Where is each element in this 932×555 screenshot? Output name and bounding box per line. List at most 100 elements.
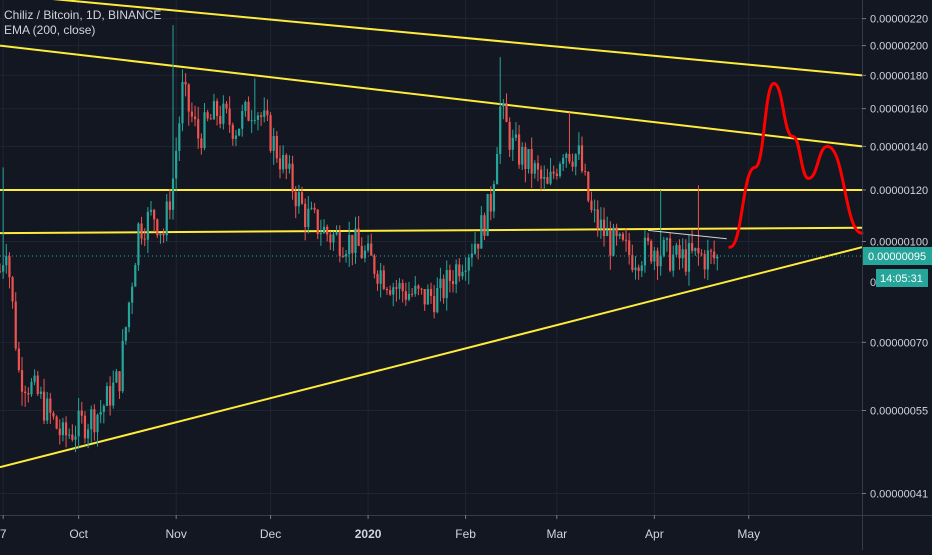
candle-up [511,137,514,150]
candle-up [77,410,80,437]
candle-up [332,234,335,243]
candle-up [237,128,241,136]
indicator-label[interactable]: EMA (200, close) [4,23,96,37]
candle-down [433,295,436,313]
candle-down [546,177,549,184]
candle-up [470,253,473,258]
candle-down [404,291,407,300]
candle-down [615,227,618,237]
candle-down [646,237,650,241]
candle-up [30,381,33,395]
candle-down [624,239,628,241]
candle-up [256,115,260,120]
candle-down [275,136,278,159]
candle-up [68,434,71,436]
candle-up [5,256,8,266]
candle-up [241,110,244,129]
projection-drawing [0,81,864,257]
trendline [0,44,863,148]
candle-down [285,155,288,169]
partially-hidden-price-label: 0. [870,277,879,289]
candle-up [212,101,216,120]
candle-down [621,233,625,240]
candle-down [0,271,2,273]
candle-down [489,194,492,212]
candle-up [549,171,552,184]
candle-down [266,110,269,116]
candle-down [631,254,634,271]
candle-up [675,245,678,255]
candle-down [691,243,694,251]
candle-down [206,112,209,119]
candle-down [351,234,354,254]
candle-down [423,289,426,305]
candle-down [411,293,414,295]
candle-down [451,281,455,285]
candle-down [187,84,190,112]
candle-up [335,232,338,235]
candle-down [329,234,332,243]
candle-up [527,148,530,169]
candle-down [568,153,571,162]
candle-up [175,150,178,179]
candle-down [587,172,590,201]
candle-up [577,145,580,155]
price-ray [648,229,727,240]
candle-down [590,200,593,210]
candle-down [678,245,681,259]
candle-down [609,230,612,256]
candle-down [52,412,55,417]
candle-up [436,288,439,313]
candle-down [193,116,197,120]
candle-up [426,288,429,305]
candle-down [143,238,146,240]
candle-up [121,340,124,392]
candle-up [74,436,77,440]
candle-down [278,158,282,170]
candle-up [344,254,348,257]
candle-up [565,153,568,158]
candle-down [341,255,345,257]
candle-up [39,391,42,394]
candle-down [109,386,112,406]
candle-down [370,243,373,256]
candle-up [665,238,669,240]
candle-up [486,194,489,236]
candle-down [225,103,228,109]
candle-up [178,123,181,151]
candle-up [90,409,93,430]
candle-down [294,191,297,207]
candle-down [709,250,713,252]
candle-up [234,135,238,139]
candle-down [11,277,14,302]
candle-up [672,254,675,271]
symbol-title[interactable]: Chiliz / Bitcoin, 1D, BINANCE [4,8,162,22]
candle-up [653,250,656,262]
candle-down [628,240,631,255]
candle-down [313,207,316,210]
candle-up [115,371,118,383]
candle-up [606,230,609,237]
candle-up [499,106,502,154]
current-price-label: 0.00000095 [868,251,926,263]
candle-down [508,121,511,150]
candle-down [215,101,219,117]
candle-down [14,301,17,349]
candle-up [612,227,615,256]
countdown-tag [876,269,928,288]
candle-up [558,163,562,177]
candle-down [656,250,659,267]
candle-down [118,371,121,392]
candle-up [634,267,637,271]
candle-up [366,243,370,251]
candle-down [420,288,423,290]
candle-up [46,398,49,421]
candle-down [552,171,555,174]
candle-up [467,257,470,271]
candle-down [483,215,486,236]
candle-up [363,250,367,259]
candle-down [448,270,451,282]
candle-down [219,116,222,124]
